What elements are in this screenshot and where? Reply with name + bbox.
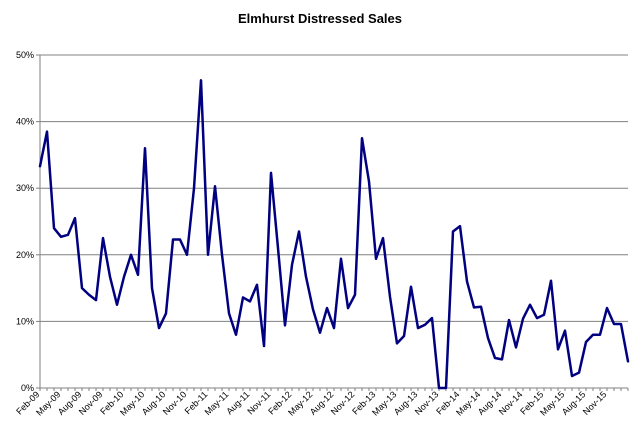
y-tick-label: 20% <box>16 250 34 260</box>
y-tick-label: 0% <box>21 383 34 393</box>
series-group <box>38 79 630 390</box>
x-tick-label: May-11 <box>203 389 231 417</box>
gridlines <box>40 54 628 322</box>
x-tick-label: Nov-10 <box>161 389 189 417</box>
y-axis-ticks: 0% 10% 20% 30% 40% 50% <box>16 50 40 393</box>
chart-title: Elmhurst Distressed Sales <box>238 11 402 26</box>
series-line <box>38 79 630 390</box>
y-tick-label: 30% <box>16 183 34 193</box>
y-tick-label: 50% <box>16 50 34 60</box>
y-tick-label: 40% <box>16 117 34 127</box>
y-tick-label: 10% <box>16 316 34 326</box>
x-axis-ticks: Feb-09May-09Aug-09Nov-09Feb-10May-10Aug-… <box>14 388 629 418</box>
x-tick-label: Nov-15 <box>581 389 609 417</box>
